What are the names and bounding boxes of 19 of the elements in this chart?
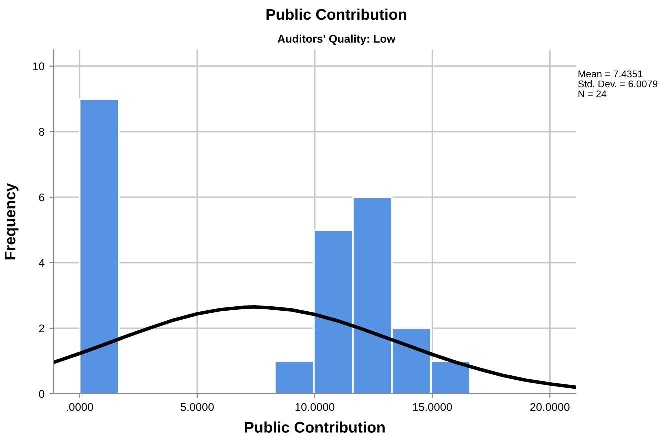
text: N = 24 [578, 90, 607, 98]
text: Mean = 7.4351 [578, 70, 643, 78]
y-tick-label: 2 [39, 324, 44, 332]
y-tick-label: 0 [39, 390, 45, 398]
text: Std. Dev. = 6.0079 [578, 80, 658, 88]
y-tick-label: 10 [33, 62, 45, 71]
chart-subtitle: Auditors' Quality: Low [278, 34, 396, 46]
chart-title: Public Contribution [266, 8, 407, 20]
y-tick-label: 4 [39, 259, 45, 267]
x-tick-label: 20.0000 [530, 403, 570, 412]
x-axis-title: Public Contribution [245, 422, 385, 433]
y-tick-label: 8 [39, 128, 44, 136]
x-tick-label: 5.0000 [180, 403, 214, 412]
x-tick-label: 15.0000 [413, 403, 452, 412]
y-tick-label: 6 [39, 194, 44, 202]
y-axis-title: Frequency [5, 183, 19, 260]
x-tick-label: .0000 [66, 403, 94, 412]
x-tick-label: 10.0000 [296, 403, 335, 412]
line-series [54, 305, 576, 390]
